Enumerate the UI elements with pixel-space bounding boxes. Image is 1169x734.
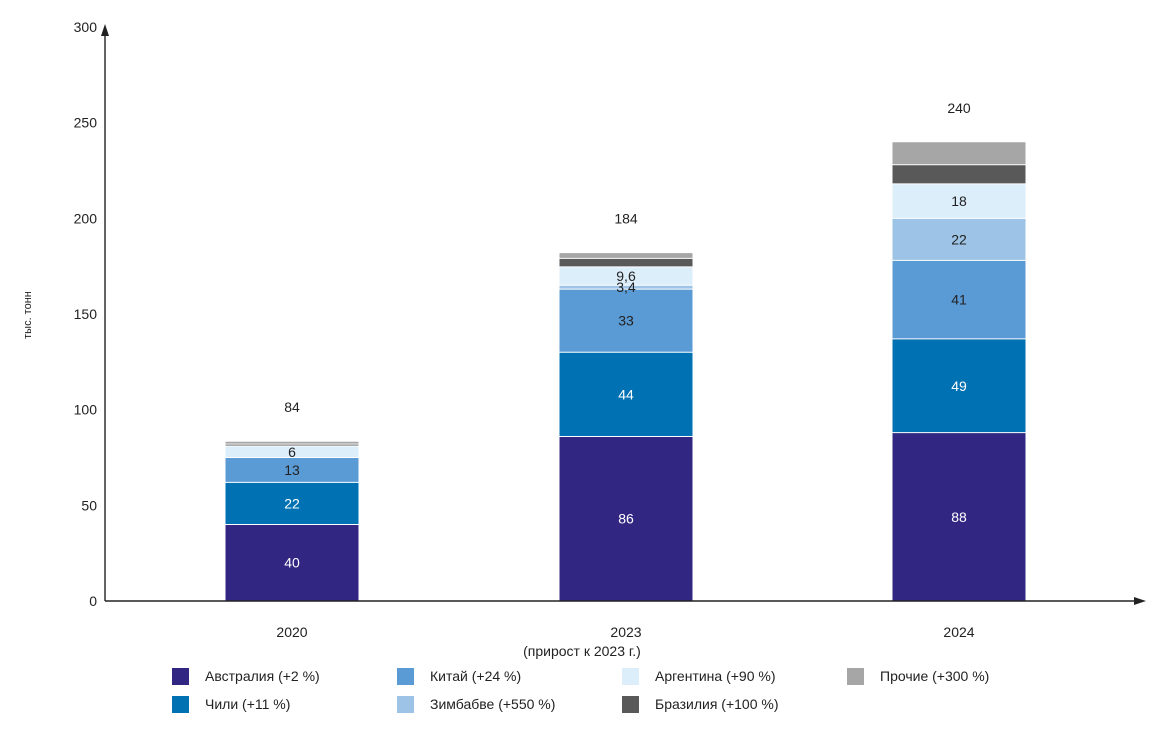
- data-label: 6: [288, 444, 296, 460]
- x-category-label: 2024: [943, 624, 974, 640]
- legend-swatch: [172, 667, 189, 685]
- legend-label: Австралия (+2 %): [205, 668, 320, 684]
- data-label: 88: [951, 509, 967, 525]
- data-label: 49: [951, 378, 967, 394]
- bar-segment: [559, 289, 693, 353]
- x-category-sublabel: (прирост к 2023 г.): [523, 643, 641, 659]
- data-label: 3,4: [616, 279, 636, 295]
- legend-swatch: [847, 667, 864, 685]
- y-tick-label: 250: [74, 115, 98, 131]
- bars: 40 22 13 6 84 86 44 33 3,49,6 184 88 49 41 22 18 240: [225, 100, 1026, 601]
- data-label: 9,6: [616, 268, 636, 284]
- bar-stack-2023: 86 44 33 3,49,6 184: [559, 211, 693, 601]
- bar-stack-2020: 40 22 13 6 84: [225, 399, 359, 601]
- bar-segment: [892, 164, 1026, 184]
- y-axis-ticks: 0 50 100 150 200 250 300: [74, 19, 98, 609]
- legend-label: Аргентина (+90 %): [655, 668, 776, 684]
- axes: [101, 24, 1146, 605]
- y-axis-label: тыс. тонн: [22, 291, 34, 339]
- data-label: 40: [284, 555, 300, 571]
- legend-label: Зимбабве (+550 %): [430, 696, 556, 712]
- bar-segment: [892, 432, 1026, 601]
- legend-item: Зимбабве (+550 %): [397, 694, 622, 714]
- bar-segment: [892, 183, 1026, 219]
- bar-segment: [559, 436, 693, 601]
- bar-segment: [559, 252, 693, 259]
- data-label: 18: [951, 193, 967, 209]
- legend-swatch: [397, 667, 414, 685]
- bar-segment: [892, 218, 1026, 261]
- bar-segment: [559, 352, 693, 437]
- legend-swatch: [397, 695, 414, 713]
- data-label: 33: [618, 313, 634, 329]
- bar-segment: [225, 524, 359, 601]
- data-label: 44: [618, 386, 634, 402]
- legend-item: Китай (+24 %): [397, 666, 622, 686]
- data-label: 41: [951, 292, 967, 308]
- y-tick-label: 0: [89, 593, 97, 609]
- y-tick-label: 300: [74, 19, 98, 35]
- y-tick-label: 100: [74, 402, 98, 418]
- legend: Австралия (+2 %) Китай (+24 %) Аргентина (…: [172, 666, 1052, 714]
- bar-segment: [559, 285, 693, 290]
- bar-segment: [892, 141, 1026, 165]
- data-label: 86: [618, 511, 634, 527]
- legend-item: Австралия (+2 %): [172, 666, 397, 686]
- bar-stack-2024: 88 49 41 22 18 240: [892, 100, 1026, 601]
- x-axis-arrow-icon: [1134, 597, 1146, 605]
- x-category-label: 2020: [276, 624, 307, 640]
- bar-segment: [225, 446, 359, 458]
- bar-segment: [892, 260, 1026, 339]
- legend-item: Аргентина (+90 %): [622, 666, 847, 686]
- legend-swatch: [622, 667, 639, 685]
- data-label: 22: [284, 495, 300, 511]
- bar-segment: [225, 441, 359, 445]
- legend-label: Китай (+24 %): [430, 668, 522, 684]
- bar-segment: [225, 482, 359, 525]
- data-label: 22: [951, 231, 967, 247]
- legend-item: Бразилия (+100 %): [622, 694, 847, 714]
- y-tick-label: 150: [74, 306, 98, 322]
- legend-label: Прочие (+300 %): [880, 668, 990, 684]
- y-axis-arrow-icon: [101, 24, 109, 36]
- x-axis-categories: 2020 2023 (прирост к 2023 г.) 2024: [276, 624, 974, 659]
- bar-segment: [559, 266, 693, 286]
- legend-swatch: [172, 695, 189, 713]
- legend-item: Чили (+11 %): [172, 694, 397, 714]
- legend-label: Чили (+11 %): [205, 696, 291, 712]
- bar-segment: [225, 444, 359, 447]
- legend-item: Прочие (+300 %): [847, 666, 1052, 686]
- bar-segment: [892, 338, 1026, 433]
- bar-segment: [559, 258, 693, 267]
- y-tick-label: 200: [74, 210, 98, 226]
- bar-segment: [225, 457, 359, 483]
- x-category-label: 2023: [610, 624, 641, 640]
- legend-label: Бразилия (+100 %): [655, 696, 779, 712]
- total-label: 84: [284, 399, 300, 415]
- legend-swatch: [622, 695, 639, 713]
- total-label: 240: [947, 100, 971, 116]
- data-label: 13: [284, 462, 300, 478]
- total-label: 184: [614, 211, 638, 227]
- y-tick-label: 50: [81, 497, 97, 513]
